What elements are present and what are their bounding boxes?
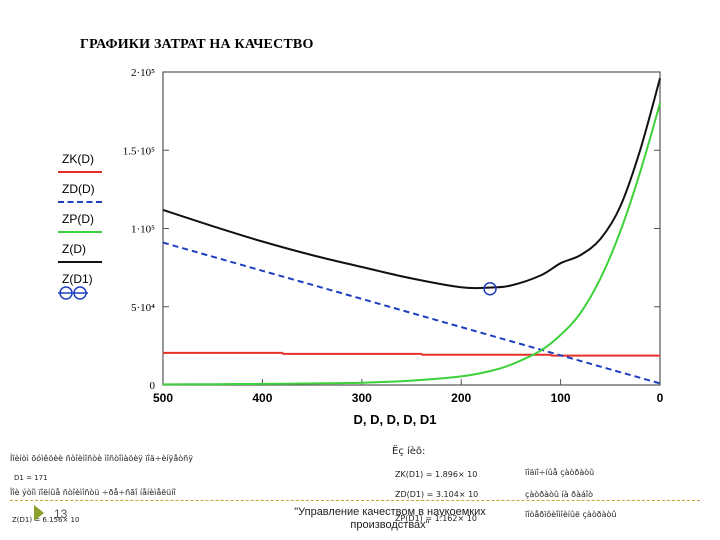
note-right-head: Ëç íèõ: [392, 446, 426, 457]
x-tick-label: 500 [153, 391, 173, 405]
legend-item-z: Z(D) [58, 242, 118, 272]
legend-item-zk: ZK(D) [58, 152, 118, 182]
note-left-2: D1 = 171 [14, 474, 48, 482]
legend-swatch-z [58, 261, 102, 263]
page-number: 13 [54, 507, 68, 521]
note-r3: ZP(D1) = 1.162× 10 [395, 514, 477, 523]
legend-label-z: Z(D) [62, 242, 86, 256]
legend-label-zd: ZD(D) [62, 182, 95, 196]
series-layer [162, 78, 661, 386]
x-axis-label: D, D, D, D, D1 [353, 412, 436, 427]
note-r3-desc: ïîòåðïôèîìîèíûë çàòðàòû [525, 510, 617, 519]
plot-frame [162, 71, 661, 386]
note-left-1: Ìîèíòì õóìêöèè ñòîèìîñòè ìîñòîìàöèÿ ïîä÷… [10, 454, 193, 463]
legend-item-zd: ZD(D) [58, 182, 118, 212]
x-tick-label: 200 [451, 391, 471, 405]
chart-legend: ZK(D) ZD(D) ZP(D) Z(D) Z(D1) [58, 152, 118, 302]
note-left-4: Z(D1) = 6.156× 10 [12, 516, 80, 524]
y-tick-label: 2·10⁵ [131, 67, 155, 79]
note-left-3: Ïîè ýòîì ïîëíûå ñòîèìîñòü ÷ðå÷ñãî íåíèìå… [10, 488, 176, 497]
note-r2: ZD(D1) = 3.104× 10 [395, 490, 479, 499]
x-axis-ticks: 500 400 300 200 100 0 [153, 379, 664, 405]
y-tick-label: 5·10⁴ [131, 302, 155, 314]
note-r1: ZK(D1) = 1.896× 10 [395, 470, 478, 479]
footer-divider [10, 500, 700, 501]
legend-label-zp: ZP(D) [62, 212, 94, 226]
note-r2-desc: çàòðàòû íà ðàáîò [525, 490, 593, 499]
legend-item-zp: ZP(D) [58, 212, 118, 242]
series-line-zd [162, 78, 661, 290]
legend-label-zk: ZK(D) [62, 152, 94, 166]
x-tick-label: 0 [657, 391, 664, 405]
x-tick-label: 400 [252, 391, 272, 405]
y-tick-label: 1·10⁵ [131, 224, 155, 236]
optimum-point-marker [483, 282, 497, 296]
note-r1-desc: ïîäïî÷íûå çàòðàòû [525, 468, 595, 477]
y-axis-ticks: 0 5·10⁴ 1·10⁵ 1.5·10⁵ 2·10⁵ [123, 67, 660, 392]
y-tick-label: 0 [150, 380, 156, 392]
legend-swatch-zp [58, 231, 102, 233]
series-line-zpd [162, 103, 661, 386]
slide-title: ГРАФИКИ ЗАТРАТ НА КАЧЕСТВО [80, 37, 314, 52]
legend-swatch-zd [58, 201, 102, 203]
legend-item-zd1: Z(D1) [58, 272, 118, 302]
legend-label-zd1: Z(D1) [62, 272, 93, 286]
x-tick-label: 100 [551, 391, 571, 405]
footer-caption: "Управление качеством в наукоемких произ… [294, 506, 486, 531]
x-tick-label: 300 [352, 391, 372, 405]
series-line-zkd [163, 351, 660, 357]
series-line-zdd [162, 241, 661, 385]
y-tick-label: 1.5·10⁵ [123, 145, 155, 157]
legend-swatch-zk [58, 171, 102, 173]
legend-marker-zd1 [58, 286, 88, 300]
arrow-icon [34, 505, 44, 521]
